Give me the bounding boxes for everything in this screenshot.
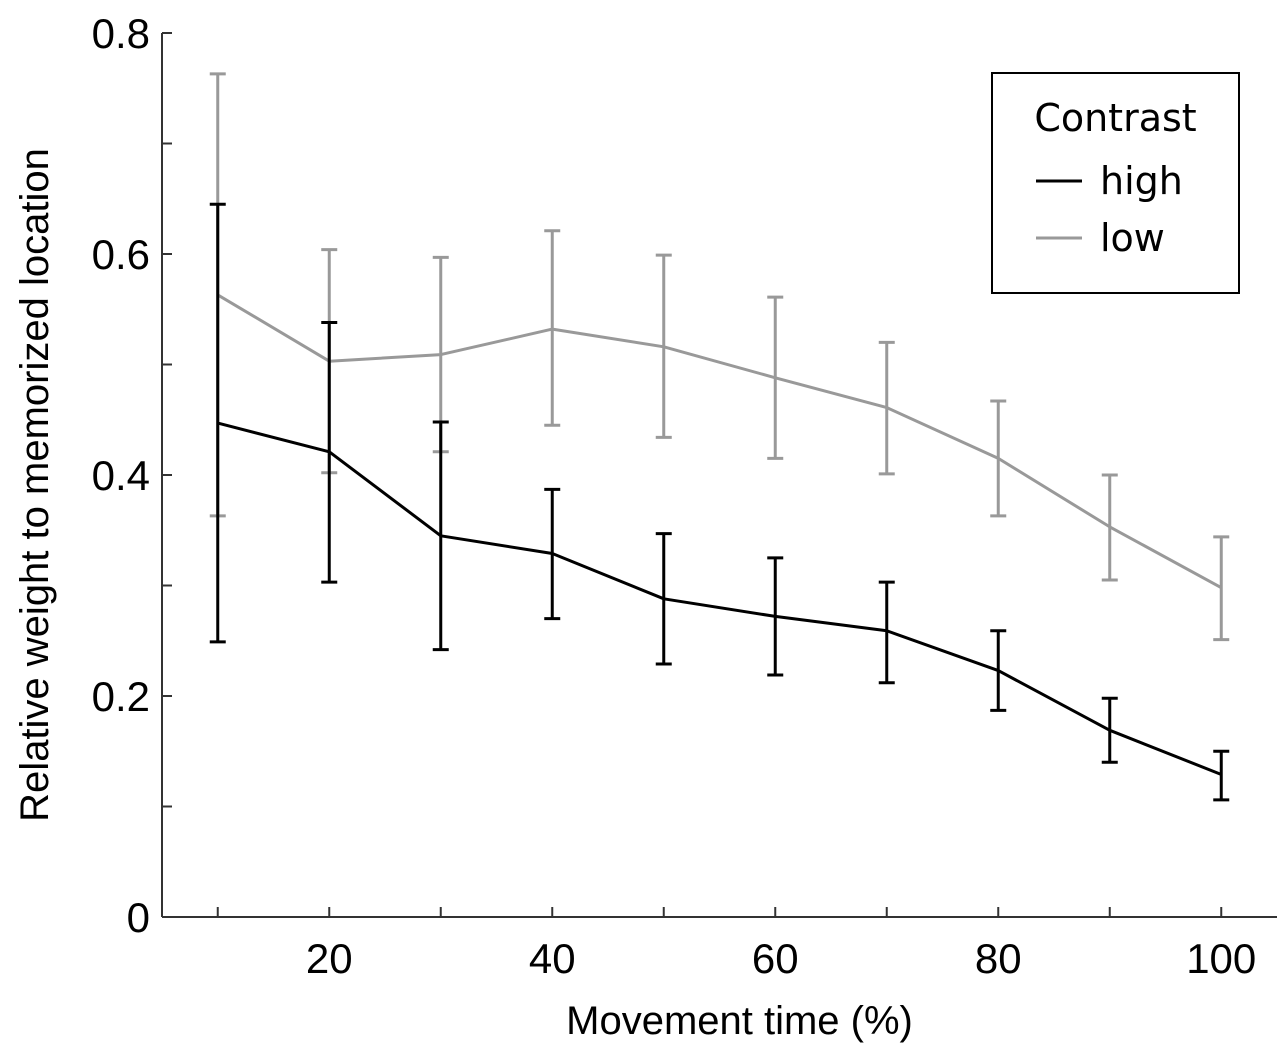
legend-label-high: high (1100, 159, 1183, 203)
series-line-low (217, 293, 1223, 590)
x-tick-label: 20 (306, 935, 353, 982)
y-tick-label: 0 (127, 894, 150, 941)
y-tick-label: 0.4 (92, 452, 150, 499)
y-tick-label: 0.8 (92, 10, 150, 57)
x-axis-title: Movement time (%) (566, 999, 913, 1043)
legend-entries: high low (1036, 159, 1183, 260)
x-tick-label: 100 (1186, 935, 1256, 982)
legend-title: Contrast (1034, 96, 1196, 140)
series-high (209, 202, 1230, 802)
y-tick-label: 0.2 (92, 673, 150, 720)
axes: 0 0.2 0.4 0.6 0.8 20 40 60 80 100 (92, 10, 1277, 982)
legend: Contrast high low (991, 72, 1240, 294)
x-tick-label: 40 (529, 935, 576, 982)
legend-label-low: low (1100, 216, 1165, 260)
x-tick-label: 80 (975, 935, 1022, 982)
series-line-high (217, 421, 1222, 776)
y-tick-label: 0.6 (92, 231, 150, 278)
series-layer (209, 72, 1230, 802)
y-axis-title: Relative weight to memorized location (13, 148, 57, 822)
legend-box (991, 72, 1240, 294)
x-tick-label: 60 (752, 935, 799, 982)
